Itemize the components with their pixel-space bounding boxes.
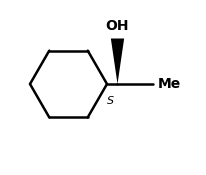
Text: Me: Me [157,77,180,91]
Text: S: S [107,96,114,106]
Polygon shape [110,38,124,84]
Text: OH: OH [105,19,129,33]
